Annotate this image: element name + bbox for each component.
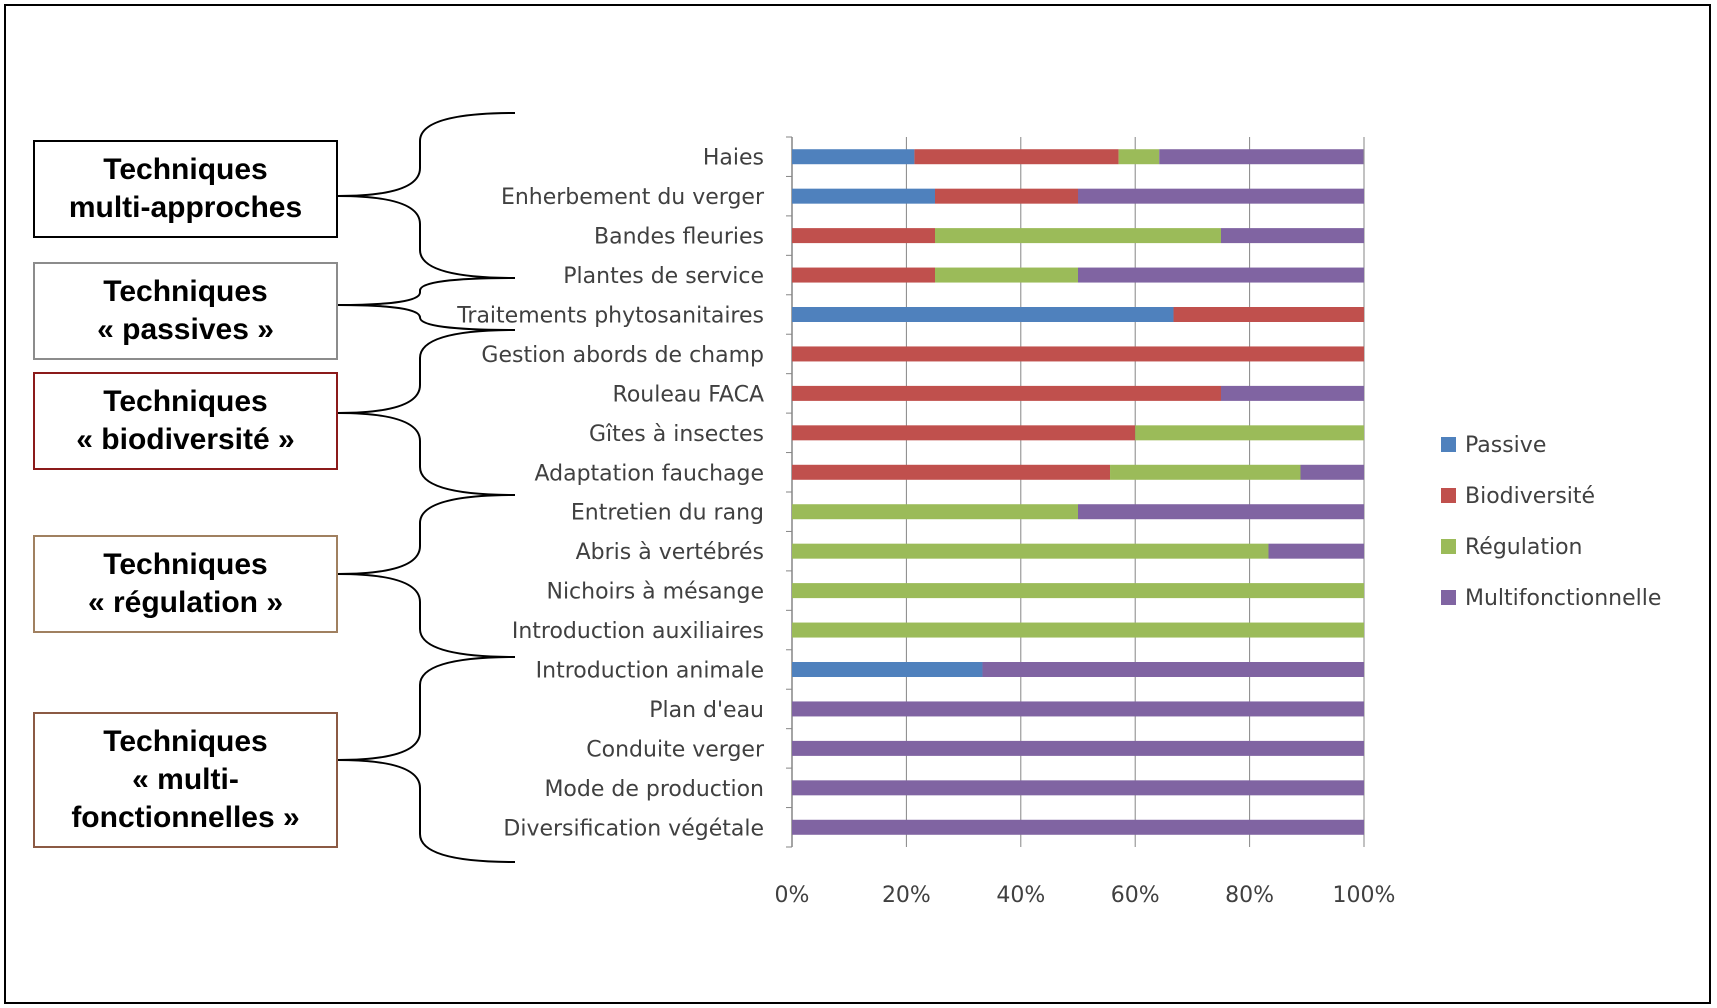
category-label: Introduction auxiliaires [512,619,764,644]
x-tick-label: 0% [775,883,810,908]
group-brace [337,112,516,279]
category-label: Plantes de service [563,264,764,289]
x-tick-label: 80% [1225,883,1274,908]
x-tick-label: 20% [882,883,931,908]
bar-segment [1159,149,1364,165]
bar-segment [792,780,1364,796]
group-label-line: « passives » [97,313,274,346]
legend-swatch [1441,437,1456,452]
group-box-passive: Techniques « passives » [33,262,338,360]
legend-label: Biodiversité [1465,484,1595,509]
group-braces [337,112,516,863]
bar-segment [792,307,1174,322]
category-label: Mode de production [544,777,764,802]
gridlines [786,136,1365,848]
x-tick-label: 40% [996,883,1045,908]
x-tick-label: 100% [1333,883,1396,908]
bar-segment [792,504,1078,520]
category-label: Enherbement du verger [501,185,765,210]
group-box-biodiversity: Techniques « biodiversité » [33,372,338,470]
legend-swatch [1441,488,1456,503]
group-label-line: « multi- [132,763,239,796]
group-label-line: multi-approches [68,191,303,224]
legend-swatch [1441,590,1456,605]
bar-segment [792,622,1364,638]
category-label: Gestion abords de champ [481,343,764,368]
bar-segment [792,228,935,244]
group-brace [337,494,516,658]
category-label: Adaptation fauchage [534,461,764,486]
bar-segment [792,385,1221,401]
category-label: Nichoirs à mésange [546,580,764,605]
category-label: Abris à vertébrés [576,540,764,565]
group-label-line: Techniques [103,275,268,308]
group-label-line: Techniques [103,153,268,186]
bar-segment [935,228,1221,244]
category-label: Traitements phytosanitaires [456,304,764,329]
bar-segment [792,543,1269,559]
bar-segment [935,188,1078,204]
bar-segment [792,188,935,204]
bar-segment [792,149,915,165]
category-label: Introduction animale [536,659,764,684]
group-label-line: « régulation » [87,586,284,619]
bar-segment [1221,228,1364,244]
group-brace [337,329,516,496]
group-box-multi-approaches: Techniques multi-approches [33,140,338,238]
bar-segment [1078,504,1364,520]
bar-segment [792,583,1364,599]
bar-segment [1221,385,1364,401]
group-brace [337,277,516,331]
category-label: Plan d'eau [649,698,764,723]
category-label: Conduite verger [586,737,765,762]
bar-segment [982,662,1364,677]
bar-segment [792,425,1136,441]
category-label: Diversification végétale [503,816,764,841]
bar-segment [1268,543,1364,559]
bar-segment [792,819,1364,835]
bar-segment [1300,464,1364,480]
category-label: Entretien du rang [571,501,764,526]
group-label-line: fonctionnelles » [71,801,300,834]
bar-segment [1173,307,1364,322]
legend-label: Multifonctionnelle [1465,586,1661,611]
group-box-multifunctional: Techniques « multi- fonctionnelles » [33,712,338,848]
legend-swatch [1441,539,1456,554]
bar-segment [792,701,1364,717]
legend-label: Passive [1465,433,1546,458]
bar-segment [792,464,1111,480]
bar-segment [792,740,1364,756]
category-label: Bandes fleuries [594,225,764,250]
bar-segment [792,267,935,283]
category-labels: Haies Enherbement du verger Bandes fleurie… [456,146,765,842]
bar-segment [1110,464,1301,480]
legend-label: Régulation [1465,535,1582,560]
bar-segment [1118,149,1160,165]
group-label-line: « biodiversité » [76,423,295,456]
group-label-line: Techniques [103,385,268,418]
bar-segment [914,149,1119,165]
bar-segment [1135,425,1364,441]
bars [792,149,1364,835]
bar-segment [935,267,1078,283]
legend: Passive Biodiversité Régulation Multifoncti… [1441,433,1661,611]
category-label: Rouleau FACA [613,382,764,407]
bar-segment [792,662,983,677]
group-box-regulation: Techniques « régulation » [33,535,338,633]
bar-segment [1078,188,1364,204]
bar-segment [1078,267,1364,283]
x-tick-labels: 0% 20% 40% 60% 80% 100% [775,883,1396,908]
figure-frame [4,4,1711,1004]
group-label-line: Techniques [103,725,268,758]
category-label: Gîtes à insectes [589,422,764,447]
bar-segment [792,346,1364,362]
group-label-line: Techniques [103,548,268,581]
x-tick-label: 60% [1111,883,1160,908]
group-brace [337,656,516,863]
category-label: Haies [703,146,764,171]
